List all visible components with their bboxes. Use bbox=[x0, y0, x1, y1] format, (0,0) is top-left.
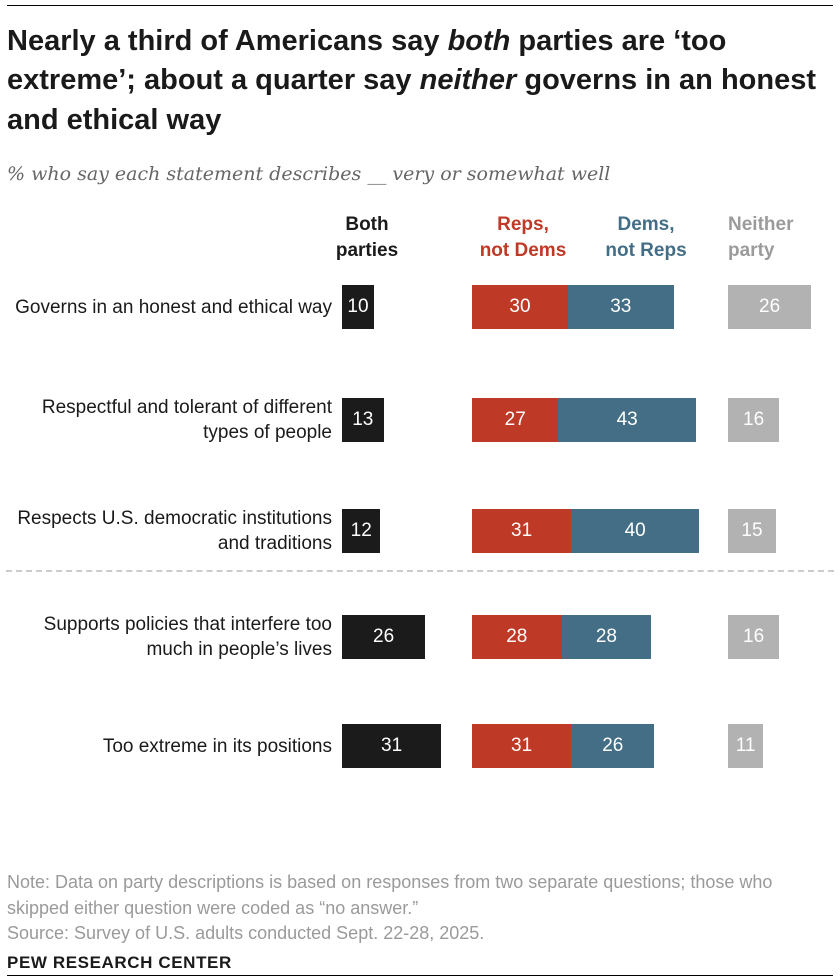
bar-dems-not-reps: 40 bbox=[571, 509, 700, 553]
chart-subtitle: % who say each statement describes __ ve… bbox=[7, 163, 611, 185]
note-text: Note: Data on party descriptions is base… bbox=[7, 872, 773, 918]
bar-value-label: 13 bbox=[352, 409, 374, 430]
bar-neither-party: 11 bbox=[728, 724, 764, 768]
brand-footer: PEW RESEARCH CENTER bbox=[7, 953, 232, 972]
source-text: Source: Survey of U.S. adults conducted … bbox=[7, 923, 485, 943]
title-emphasis-both: both bbox=[447, 25, 511, 57]
column-header-neither-party: Neither party bbox=[728, 212, 840, 264]
bar-value-label: 27 bbox=[504, 409, 526, 430]
bar-dems-not-reps: 43 bbox=[558, 398, 696, 442]
bar-value-label: 12 bbox=[350, 520, 372, 541]
bar-neither-party: 26 bbox=[728, 285, 812, 329]
bar-value-label: 40 bbox=[624, 520, 646, 541]
row-label: Respects U.S. democratic institutions an… bbox=[17, 508, 332, 554]
column-header-line: Reps, bbox=[497, 214, 549, 235]
bar-both-parties: 12 bbox=[342, 509, 381, 553]
bar-value-label: 31 bbox=[511, 520, 533, 541]
row-label: Governs in an honest and ethical way bbox=[15, 296, 332, 318]
row-label: Respectful and tolerant of different typ… bbox=[41, 397, 332, 443]
column-header-line: Dems, bbox=[617, 214, 675, 235]
title-text: governs in an honest and ethical way bbox=[7, 64, 817, 136]
bar-dems-not-reps: 33 bbox=[568, 285, 674, 329]
bar-reps-not-dems: 27 bbox=[472, 398, 559, 442]
bar-dems-not-reps: 26 bbox=[571, 724, 655, 768]
bar-reps-not-dems: 30 bbox=[472, 285, 568, 329]
bar-reps-not-dems: 31 bbox=[472, 509, 572, 553]
column-header-line: parties bbox=[335, 240, 399, 261]
bar-neither-party: 16 bbox=[728, 398, 780, 442]
bar-value-label: 43 bbox=[616, 409, 638, 430]
row-label: Supports policies that interfere too muc… bbox=[43, 614, 332, 660]
column-header-reps-not-dems: Reps, not Dems bbox=[453, 212, 593, 264]
bar-value-label: 15 bbox=[741, 520, 763, 541]
page-title: Nearly a third of Americans say both par… bbox=[7, 22, 817, 140]
bar-dems-not-reps: 28 bbox=[561, 615, 652, 659]
column-header-line: Neither bbox=[728, 214, 794, 235]
column-header-line: not Reps bbox=[605, 240, 687, 261]
title-text: parties are ‘too extreme’; about a quart… bbox=[7, 25, 727, 97]
column-header-line: not Dems bbox=[479, 240, 567, 261]
bar-value-label: 30 bbox=[509, 296, 531, 317]
top-rule bbox=[7, 5, 833, 6]
bar-value-label: 26 bbox=[373, 626, 395, 647]
title-emphasis-neither: neither bbox=[419, 64, 517, 97]
column-header-line: party bbox=[728, 240, 775, 261]
bar-value-label: 16 bbox=[743, 409, 765, 430]
bar-both-parties: 10 bbox=[342, 285, 374, 329]
section-divider-dashed bbox=[6, 570, 834, 572]
column-header-dems-not-reps: Dems, not Reps bbox=[576, 212, 716, 264]
title-text: Nearly a third of Americans say bbox=[7, 25, 448, 57]
bar-value-label: 11 bbox=[735, 735, 756, 756]
bar-reps-not-dems: 31 bbox=[472, 724, 572, 768]
bar-reps-not-dems: 28 bbox=[472, 615, 562, 659]
bar-neither-party: 15 bbox=[728, 509, 776, 553]
bar-value-label: 33 bbox=[610, 296, 632, 317]
bar-value-label: 26 bbox=[602, 735, 624, 756]
bar-value-label: 28 bbox=[595, 626, 617, 647]
bar-value-label: 31 bbox=[381, 735, 403, 756]
bar-value-label: 28 bbox=[506, 626, 528, 647]
bar-value-label: 10 bbox=[347, 296, 369, 317]
bar-value-label: 31 bbox=[511, 735, 533, 756]
bar-neither-party: 16 bbox=[728, 615, 780, 659]
bar-both-parties: 26 bbox=[342, 615, 426, 659]
bar-both-parties: 13 bbox=[342, 398, 384, 442]
bar-value-label: 26 bbox=[759, 296, 781, 317]
column-header-both-parties: Both parties bbox=[297, 212, 437, 264]
column-header-line: Both bbox=[345, 214, 389, 235]
bottom-rule bbox=[7, 975, 833, 976]
bar-value-label: 16 bbox=[743, 626, 765, 647]
row-label: Too extreme in its positions bbox=[102, 735, 332, 757]
bar-both-parties: 31 bbox=[342, 724, 442, 768]
